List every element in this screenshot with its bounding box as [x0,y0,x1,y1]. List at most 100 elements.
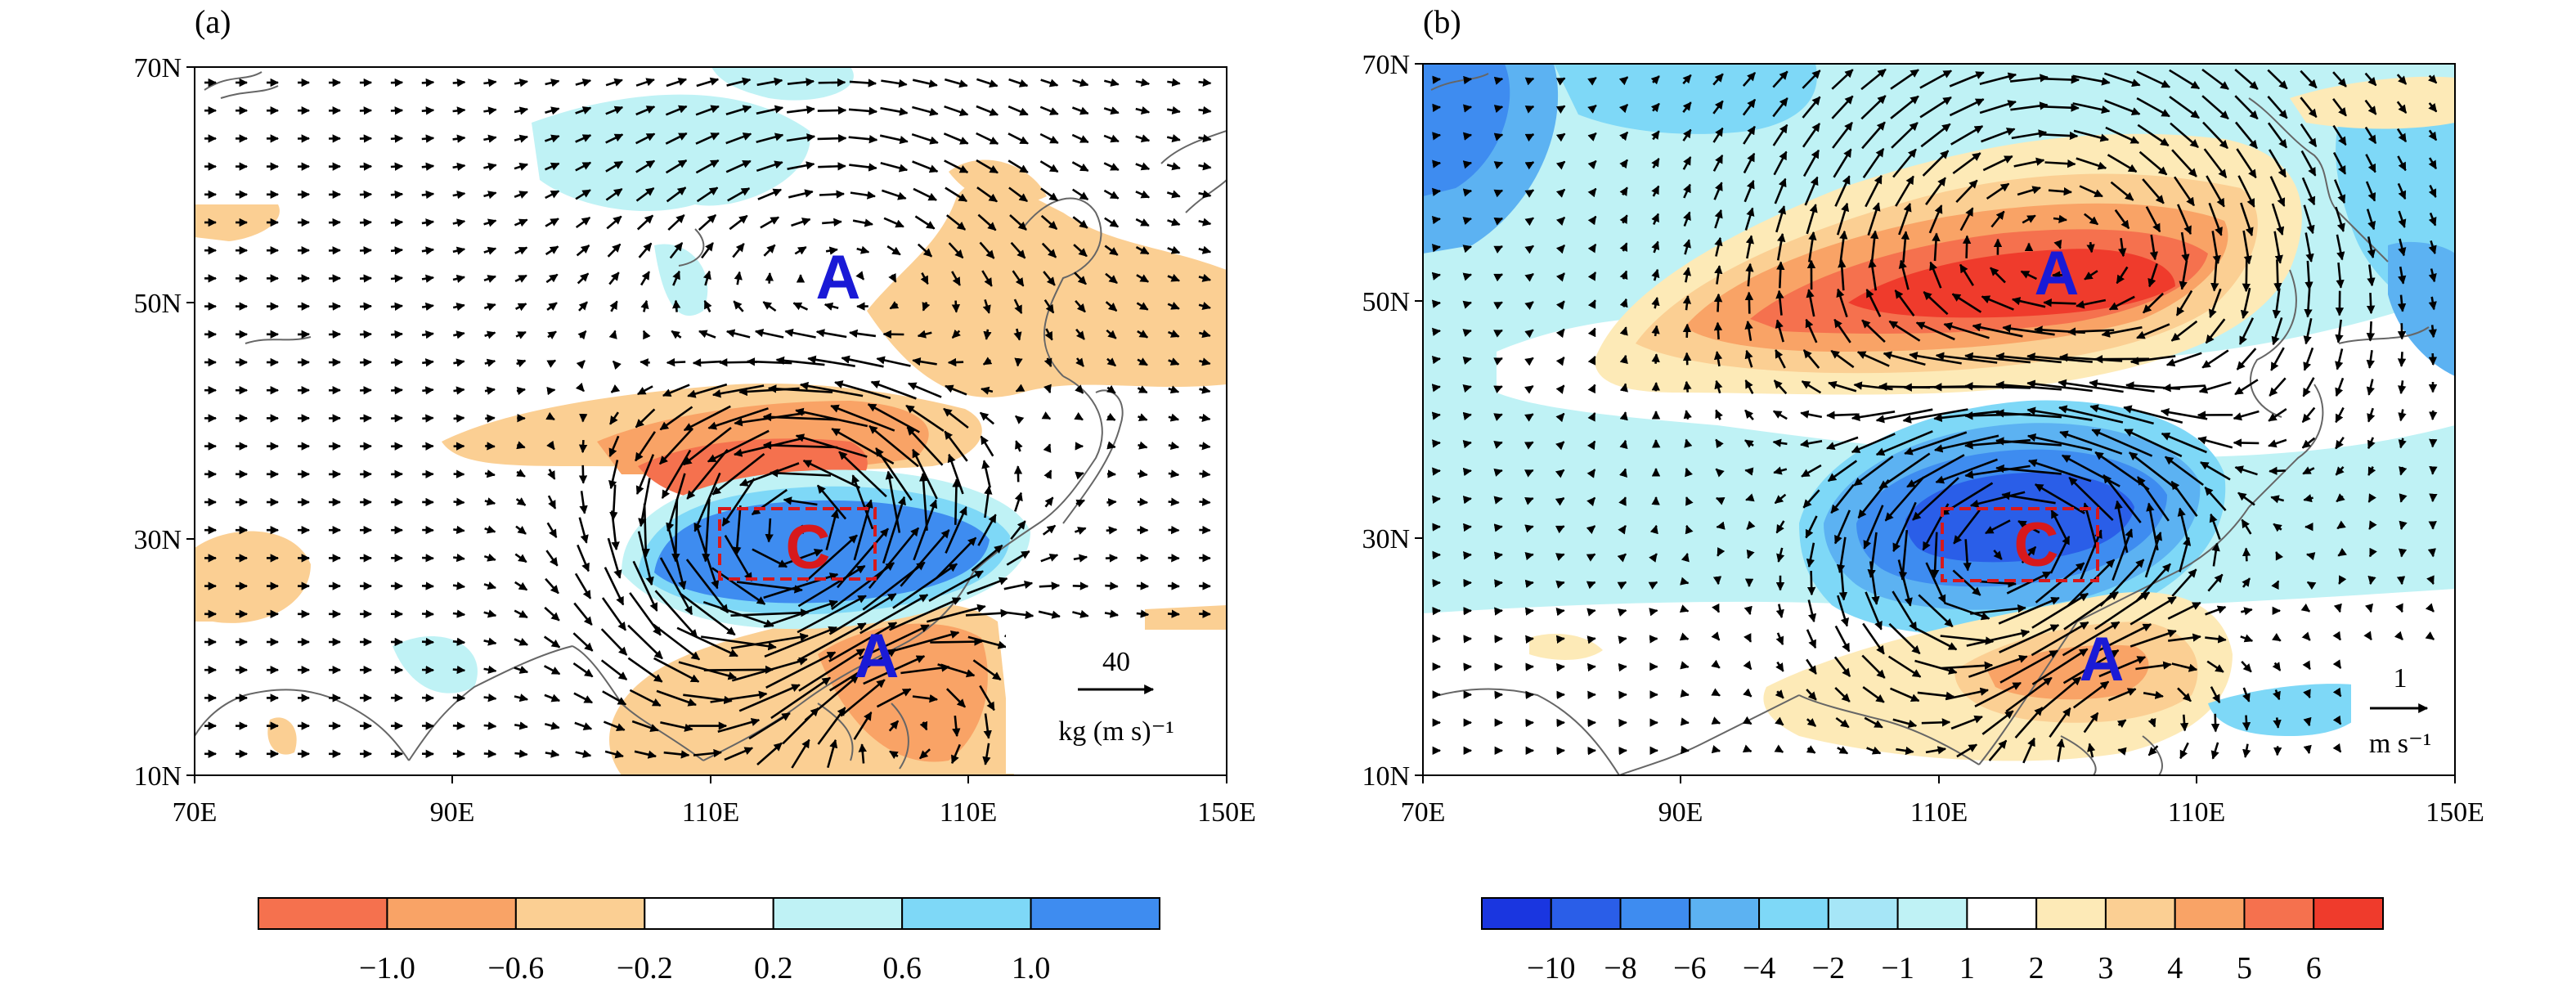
panel-b-vector [1587,104,1597,114]
panel-a-colorbar-label: 1.0 [1012,951,1051,985]
panel-b-vector [1618,496,1627,506]
panel-b-vector [1860,68,1887,91]
panel-b-vector [1950,125,1984,146]
panel-b-vector [2364,603,2374,613]
panel-b-vector [2303,317,2313,345]
panel-b-vector [2073,129,2110,142]
panel-a-vector [1008,132,1029,145]
panel-b-vector [2275,551,2284,561]
panel-a-vector [483,721,497,730]
panel-b-vector [1524,329,1534,339]
panel-a-vector [1137,357,1148,366]
panel-b-vector [1981,128,2016,143]
panel-a-vector [725,132,752,145]
panel-a-vector [635,431,656,462]
panel-b-coastlines [1430,73,2430,775]
panel-a-vector [816,484,847,520]
panel-a-vector [516,441,526,450]
panel-a-lon-90e: 90E [430,797,475,828]
panel-b-vector [1619,131,1629,141]
panel-a-vector [1044,496,1054,508]
panel-a-vector [971,544,1003,572]
panel-b-colorbar-swatch [2035,897,2107,930]
panel-a-vector [422,554,434,563]
panel-b-vector [1712,127,1724,143]
panel-a-vector [545,577,559,595]
panel-b-vector [1493,132,1504,141]
panel-b-vector [2335,406,2345,424]
panel-b-vector [1804,176,1819,206]
panel-b-vector [1861,121,1886,150]
panel-b-vector [1618,76,1629,86]
panel-a-vector [912,694,939,703]
panel-b-vector [1555,384,1565,394]
panel-a-vector [1074,411,1084,421]
panel-a-vector [638,478,651,527]
panel-a-vector [452,218,466,227]
panel-a-vector [421,106,435,115]
panel-b-vector [1555,300,1565,310]
panel-a-vector [1008,159,1029,173]
panel-a-vector [421,302,434,312]
panel-a-vector [859,594,929,635]
panel-a-vector [945,384,967,396]
panel-b-vector [1524,413,1534,422]
panel-a-vector [1103,106,1120,115]
panel-b-vector [2396,74,2408,85]
panel-a-vector [658,427,694,465]
panel-a-vector [635,132,656,145]
panel-a-vector [920,272,929,285]
panel-b-vector [2234,69,2259,90]
panel-a-vector [981,386,994,395]
panel-b-vector [1462,356,1472,365]
panel-b-vector [1995,464,2062,475]
panel-a-vector [786,133,816,142]
panel-a-vector [1071,106,1089,115]
panel-b-vector [1524,441,1534,450]
panel-a-vector [917,330,932,339]
panel-a-vector [600,659,628,681]
panel-b-colorbar-label: 2 [2029,951,2044,985]
panel-b-vector [1493,329,1503,338]
panel-b-vector [2398,409,2407,422]
panel-a-vector [421,218,435,227]
panel-a-vector [943,407,969,429]
panel-b-vector [1742,744,1752,753]
panel-b-vector [1431,355,1442,365]
panel-a-vector [390,302,404,311]
panel-a-vector [982,299,991,314]
panel-a-vector [421,609,435,618]
panel-b-vector [1985,519,2011,535]
panel-a-vector [798,648,865,692]
panel-a-vector [452,581,466,590]
panel-b-vector [1888,320,1921,342]
panel-b-colorbar-swatch [1966,897,2038,930]
panel-a-vector [880,106,909,116]
panel-b-vector [2335,206,2345,232]
panel-a-vector [696,527,720,590]
panel-a-vector [784,328,816,339]
panel-a-vector [930,637,983,646]
panel-a-vector [788,189,814,199]
panel-a-vector [605,187,623,201]
panel-b-vector [1431,327,1442,337]
panel-a-vector [359,246,373,255]
panel-a-vector [977,213,997,231]
panel-a-vector [1104,245,1119,256]
panel-b-vector [1587,299,1596,309]
panel-a-vector [544,162,560,171]
panel-a-vector [979,241,995,259]
panel-b-vector [2006,571,2052,595]
panel-b-vector [1651,268,1660,281]
panel-b-vector [1524,133,1535,142]
panel-b-vector [1714,379,1723,394]
panel-a-vector [982,357,993,366]
panel-b-vector [2021,545,2037,563]
panel-a-vector [848,135,878,144]
panel-b-vector [2426,575,2435,585]
panel-b-vector [1857,478,1890,519]
panel-b-vector [1894,290,1915,316]
panel-b-vector [1524,245,1534,254]
panel-b-vector [1972,323,2023,338]
panel-b-vector [2272,288,2281,319]
